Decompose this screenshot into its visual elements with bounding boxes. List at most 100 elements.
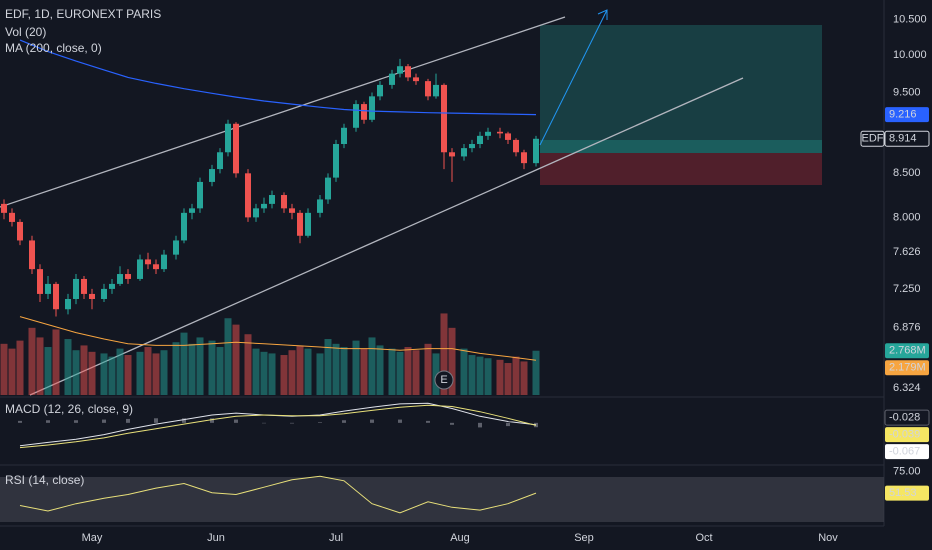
volume-bar bbox=[88, 351, 96, 395]
candle-body bbox=[441, 84, 447, 153]
volume-bar bbox=[532, 350, 540, 395]
candle-body bbox=[369, 96, 375, 120]
y-tick-label: 6.324 bbox=[893, 382, 921, 394]
y-tick-label: 7.250 bbox=[893, 283, 921, 295]
volume-bar bbox=[484, 358, 492, 395]
volume-bar bbox=[116, 348, 124, 395]
ma-value-label-box bbox=[885, 107, 929, 123]
volume-bar bbox=[196, 337, 204, 395]
candle-body bbox=[45, 283, 51, 294]
volume-bar bbox=[396, 351, 404, 395]
volume-bar bbox=[432, 353, 440, 395]
candle-body bbox=[377, 84, 383, 97]
candle-body bbox=[469, 144, 475, 149]
volume-bar bbox=[172, 342, 180, 395]
trend-line[interactable] bbox=[29, 77, 744, 396]
ma-line bbox=[19, 39, 537, 116]
volume-bar bbox=[460, 348, 468, 395]
volume-bar bbox=[280, 355, 288, 395]
candle-body bbox=[333, 144, 339, 178]
candle-body bbox=[521, 152, 527, 164]
candle-body bbox=[497, 131, 503, 134]
candle-body bbox=[297, 212, 303, 236]
candle-body bbox=[209, 169, 215, 182]
candle-body bbox=[253, 208, 259, 218]
indicator-name: MA (200, close, 0) bbox=[5, 41, 102, 55]
macd-hist-bar bbox=[46, 420, 50, 423]
x-tick-label: Oct bbox=[695, 532, 712, 544]
volume-bar bbox=[44, 347, 52, 395]
candle-body bbox=[125, 274, 131, 279]
volume-bar bbox=[208, 340, 216, 395]
symbol-box bbox=[860, 130, 885, 147]
macd-hist-bar bbox=[126, 418, 130, 423]
candle-body bbox=[233, 123, 239, 174]
macd-hist-bar bbox=[318, 422, 322, 423]
candle-body bbox=[505, 133, 511, 140]
x-tick-label: Jul bbox=[329, 532, 343, 544]
volume-bar bbox=[440, 313, 448, 395]
volume-ma-line bbox=[19, 316, 537, 361]
price-value-label-box bbox=[884, 130, 930, 147]
y-tick-label: 8.500 bbox=[893, 167, 921, 179]
volume-bar bbox=[316, 353, 324, 395]
macd-hist-bar bbox=[450, 422, 454, 425]
volume-bar bbox=[296, 345, 304, 395]
y-tick-label: 7.626 bbox=[893, 246, 921, 258]
volume-bar bbox=[448, 327, 456, 395]
volume-bar bbox=[352, 340, 360, 395]
earnings-label: E bbox=[440, 374, 447, 386]
volume-bar bbox=[260, 351, 268, 395]
candle-body bbox=[109, 283, 115, 289]
volume-bar bbox=[152, 353, 160, 395]
projection-arrow[interactable] bbox=[539, 9, 608, 146]
volume-ma-value-label-box bbox=[885, 360, 929, 376]
candle-body bbox=[17, 221, 23, 241]
volume-bar bbox=[424, 343, 432, 395]
candle-body bbox=[353, 104, 359, 128]
candle-body bbox=[145, 259, 151, 265]
position-target[interactable] bbox=[540, 25, 822, 153]
macd-hist-bar bbox=[74, 420, 78, 423]
position-stop[interactable] bbox=[540, 153, 822, 185]
macd-hist-bar bbox=[18, 420, 22, 423]
earnings-marker[interactable] bbox=[434, 370, 454, 390]
candle-body bbox=[217, 152, 223, 170]
rsi-band bbox=[0, 477, 884, 522]
candle-body bbox=[461, 148, 467, 157]
trend-line[interactable] bbox=[0, 16, 566, 208]
macd-hist-value-label-box bbox=[885, 444, 929, 460]
candle-body bbox=[261, 203, 267, 209]
candle-body bbox=[29, 240, 35, 270]
x-tick-label: Nov bbox=[818, 532, 838, 544]
macd-signal-line bbox=[19, 404, 537, 449]
macd-hist-bar bbox=[154, 418, 158, 423]
volume-bar bbox=[0, 343, 8, 395]
chart-title: EDF, 1D, EURONEXT PARIS bbox=[5, 7, 161, 21]
position-entry[interactable] bbox=[540, 140, 822, 153]
candle-body bbox=[433, 84, 439, 97]
volume-bar bbox=[232, 324, 240, 395]
x-tick-label: May bbox=[82, 532, 103, 544]
volume-bar bbox=[468, 355, 476, 395]
volume-bar bbox=[144, 347, 152, 395]
macd-hist-value-label: -0.067 bbox=[889, 446, 920, 458]
candle-body bbox=[197, 181, 203, 209]
macd-hist-bar bbox=[262, 422, 266, 424]
indicator-name: MACD (12, 26, close, 9) bbox=[5, 402, 133, 416]
candle-body bbox=[9, 212, 15, 222]
candle-body bbox=[189, 208, 195, 213]
volume-bar bbox=[360, 348, 368, 395]
y-tick-label: 8.000 bbox=[893, 211, 921, 223]
volume-bar bbox=[376, 345, 384, 395]
candle-body bbox=[513, 139, 519, 153]
macd-hist-bar bbox=[370, 419, 374, 423]
macd-hist-bar bbox=[234, 419, 238, 423]
candle-body bbox=[153, 264, 159, 270]
macd-hist-bar bbox=[290, 422, 294, 424]
volume-bar bbox=[16, 340, 24, 395]
volume-bar bbox=[412, 350, 420, 395]
volume-bar bbox=[36, 337, 44, 395]
macd-signal-value-label-box bbox=[885, 427, 929, 443]
